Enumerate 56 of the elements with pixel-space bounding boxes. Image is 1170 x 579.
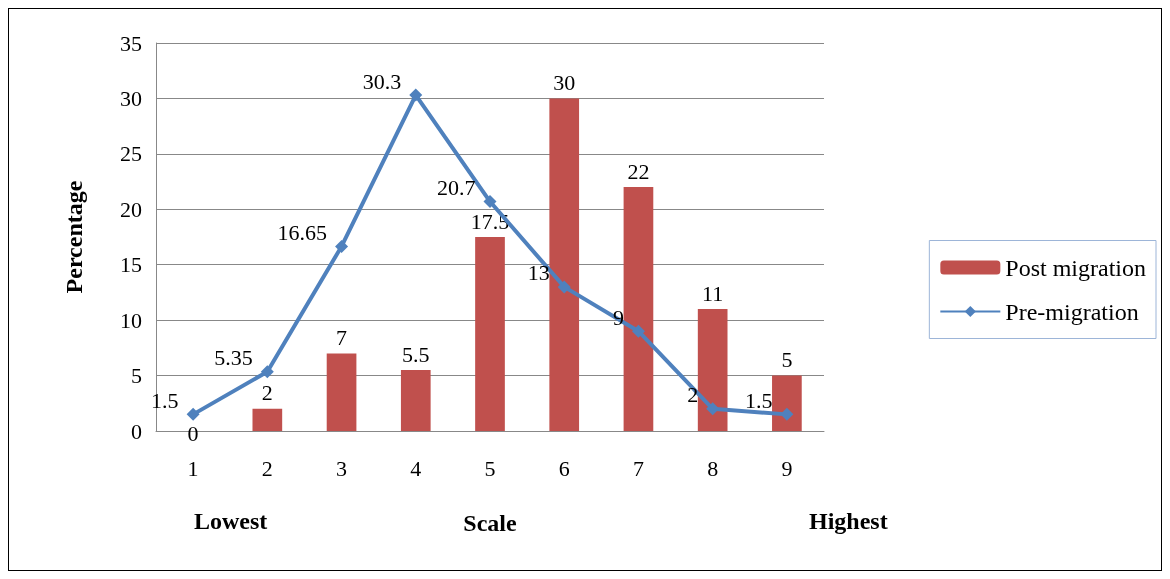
bar <box>549 98 580 431</box>
point <box>557 280 571 294</box>
data-label: 1.5 <box>744 387 773 413</box>
x-tick-label: 4 <box>410 455 422 481</box>
point <box>483 195 497 209</box>
bar <box>400 370 431 431</box>
y-tick-label: 5 <box>131 363 142 389</box>
y-tick-label: 20 <box>120 196 142 222</box>
point <box>409 88 423 102</box>
data-label: 30 <box>553 69 576 95</box>
data-label: 2 <box>687 382 699 408</box>
x-tick-label: 2 <box>261 455 273 481</box>
point <box>780 407 794 421</box>
data-label: 7 <box>336 324 348 350</box>
y-tick-label: 0 <box>131 418 142 444</box>
bar <box>772 375 802 431</box>
data-label: 13 <box>527 260 550 286</box>
bar <box>326 353 357 431</box>
point <box>335 239 349 253</box>
y-tick-label: 25 <box>120 141 142 167</box>
x-tick-label: 8 <box>707 455 719 481</box>
data-label: 1.5 <box>151 387 179 413</box>
text: Lowest <box>194 508 268 534</box>
x-tick-label: 5 <box>484 455 496 481</box>
data-label: 20.7 <box>437 175 476 201</box>
data-label: 30.3 <box>362 68 402 94</box>
y-tick-label: 35 <box>120 30 142 56</box>
data-label: 0 <box>187 420 199 446</box>
bar <box>623 187 654 431</box>
legend-label: Pre-migration <box>1005 298 1139 325</box>
point <box>186 407 200 421</box>
data-label: 11 <box>702 280 724 306</box>
point <box>260 365 274 379</box>
data-label: 22 <box>627 158 650 184</box>
x-tick-label: 6 <box>558 455 570 481</box>
x-tick-label: 1 <box>187 455 199 481</box>
data-label: 2 <box>261 380 273 406</box>
point <box>706 402 720 416</box>
x-tick-label: 9 <box>781 455 793 481</box>
x-tick-label: 7 <box>632 455 644 481</box>
y-tick-label: 10 <box>120 307 142 333</box>
data-label: 16.65 <box>277 219 328 245</box>
data-label: 5.5 <box>402 341 430 367</box>
y-tick-label: 30 <box>120 85 142 111</box>
x-tick-label: 3 <box>336 455 348 481</box>
text: Highest <box>809 508 888 534</box>
bar <box>475 237 505 431</box>
y-tick-label: 15 <box>120 252 142 278</box>
y-axis-title: Percentage <box>61 180 87 294</box>
bar <box>697 309 728 431</box>
data-label: 5.35 <box>214 345 253 371</box>
data-label: 5 <box>781 347 793 373</box>
bar <box>252 408 283 431</box>
x-axis-title: Scale <box>463 510 517 536</box>
point <box>631 324 645 338</box>
legend-label: Post migration <box>1005 254 1146 281</box>
